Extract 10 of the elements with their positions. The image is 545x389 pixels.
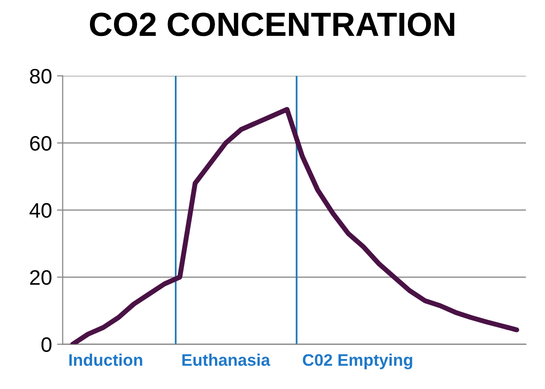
y-tick-label: 40 bbox=[30, 203, 52, 218]
y-tick-label: 80 bbox=[30, 68, 52, 84]
text: Induction bbox=[69, 354, 142, 366]
y-tick-label: 20 bbox=[30, 270, 52, 285]
chart-title: CO2 CONCENTRATION bbox=[90, 12, 454, 36]
text: C02 Emptying bbox=[302, 354, 412, 370]
y-tick-label: 60 bbox=[30, 136, 52, 151]
text: Euthanasia bbox=[182, 354, 270, 366]
y-tick-label: 0 bbox=[41, 337, 52, 352]
line-series bbox=[70, 106, 520, 344]
